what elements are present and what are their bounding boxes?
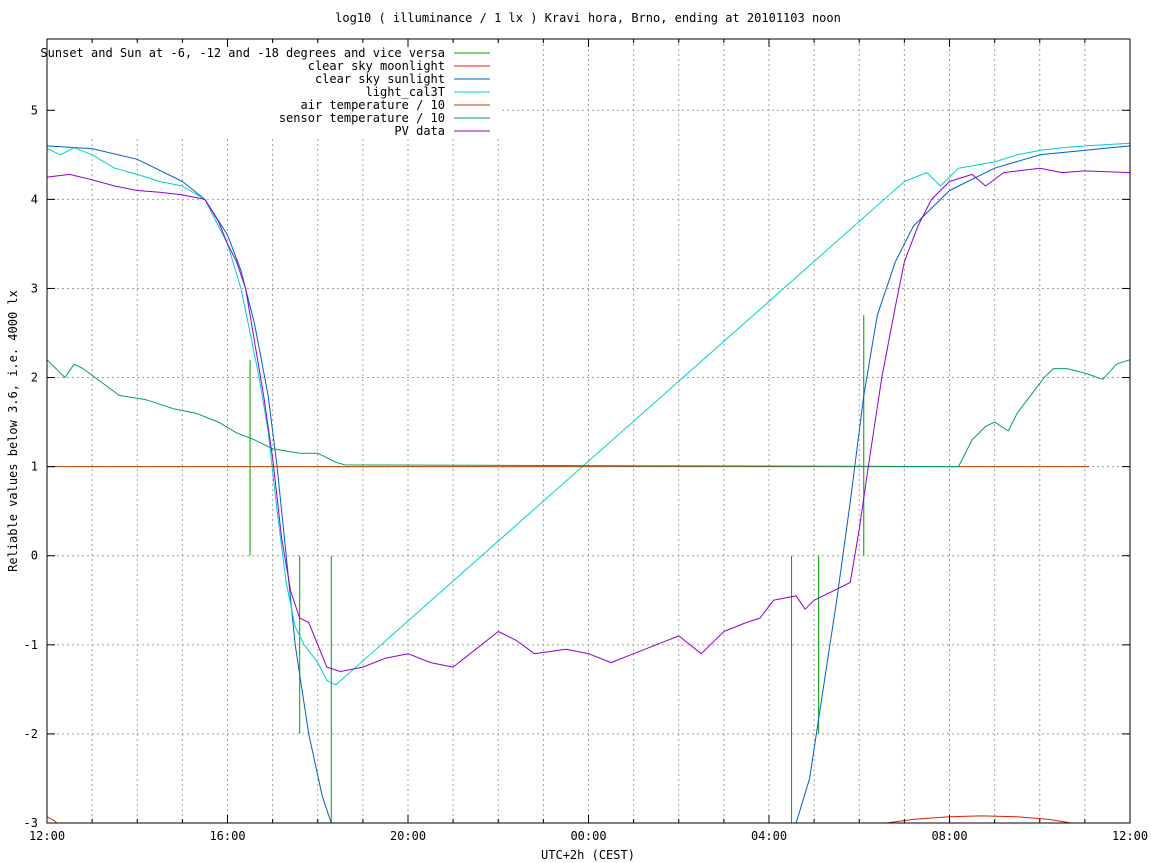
- series-0: [249, 315, 865, 823]
- y-tick-label: -2: [24, 727, 38, 741]
- legend-label: air temperature / 10: [301, 98, 446, 112]
- x-tick-label: 16:00: [209, 829, 245, 843]
- series-6: [46, 167, 1131, 672]
- series-5: [46, 359, 1131, 468]
- series-3: [46, 142, 1131, 686]
- legend-label: clear sky moonlight: [308, 59, 445, 73]
- series-line: [46, 815, 1072, 824]
- x-tick-label: 20:00: [390, 829, 426, 843]
- grid: [47, 39, 1130, 823]
- y-tick-label: -1: [24, 638, 38, 652]
- y-tick-label: 1: [31, 460, 38, 474]
- x-tick-label: 00:00: [570, 829, 606, 843]
- legend-label: PV data: [394, 124, 445, 138]
- legend-label: Sunset and Sun at -6, -12 and -18 degree…: [40, 46, 445, 60]
- series-lines: [46, 142, 1131, 824]
- legend-label: light_cal3T: [366, 85, 445, 99]
- y-tick-label: 5: [31, 103, 38, 117]
- y-tick-label: 4: [31, 192, 38, 206]
- x-tick-label: 12:00: [29, 829, 65, 843]
- x-tick-label: 04:00: [751, 829, 787, 843]
- series-line: [46, 142, 1131, 686]
- y-tick-label: 0: [31, 549, 38, 563]
- y-tick-label: 2: [31, 371, 38, 385]
- x-tick-label: 12:00: [1112, 829, 1148, 843]
- legend: Sunset and Sun at -6, -12 and -18 degree…: [40, 46, 490, 138]
- y-tick-label: -3: [24, 816, 38, 830]
- series-line: [46, 359, 1131, 468]
- chart-title: log10 ( illuminance / 1 lx ) Kravi hora,…: [335, 11, 841, 25]
- legend-label: clear sky sunlight: [315, 72, 445, 86]
- y-tick-label: 3: [31, 281, 38, 295]
- series-1: [46, 815, 1072, 824]
- legend-background: [49, 41, 499, 139]
- series-line: [46, 167, 1131, 672]
- legend-label: sensor temperature / 10: [279, 111, 445, 125]
- y-axis-label: Reliable values below 3.6, i.e. 4000 lx: [6, 290, 20, 572]
- x-tick-label: 08:00: [931, 829, 967, 843]
- axis-ticks: 12:00 16:00 20:00 00:00 04:00 08:00 12:00-3-2-…: [24, 39, 1148, 843]
- x-axis-label: UTC+2h (CEST): [541, 848, 635, 862]
